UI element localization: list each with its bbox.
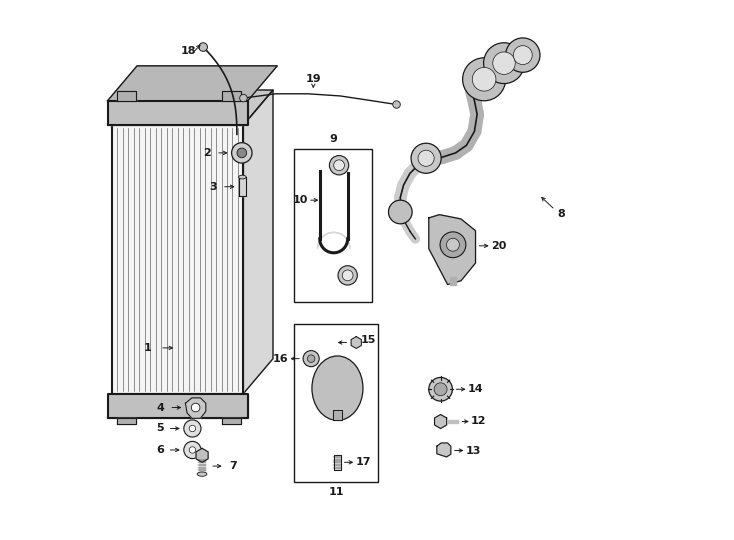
Circle shape	[493, 52, 515, 75]
Circle shape	[411, 143, 441, 173]
Text: 16: 16	[273, 354, 288, 363]
Ellipse shape	[239, 175, 246, 179]
Text: 4: 4	[157, 402, 164, 413]
Circle shape	[192, 403, 200, 412]
Circle shape	[388, 200, 412, 224]
Polygon shape	[112, 90, 273, 125]
Polygon shape	[351, 336, 361, 348]
Polygon shape	[333, 410, 342, 421]
Polygon shape	[435, 415, 447, 428]
Circle shape	[506, 38, 540, 72]
Text: 20: 20	[491, 241, 506, 251]
Text: 8: 8	[558, 208, 565, 219]
Circle shape	[434, 383, 447, 396]
Text: 2: 2	[203, 148, 211, 158]
Polygon shape	[107, 394, 248, 418]
Polygon shape	[107, 66, 277, 101]
Polygon shape	[334, 455, 341, 470]
Circle shape	[393, 101, 400, 109]
Polygon shape	[186, 398, 206, 419]
Text: 11: 11	[328, 487, 344, 497]
Circle shape	[232, 143, 252, 163]
Polygon shape	[107, 101, 248, 125]
Text: 1: 1	[144, 343, 152, 353]
Text: 19: 19	[305, 75, 321, 84]
Circle shape	[240, 94, 247, 102]
Circle shape	[338, 266, 357, 285]
Polygon shape	[222, 91, 241, 101]
Polygon shape	[429, 215, 476, 285]
Text: 12: 12	[471, 416, 487, 427]
Circle shape	[472, 68, 496, 91]
Circle shape	[308, 355, 315, 362]
Polygon shape	[117, 418, 136, 424]
Polygon shape	[200, 455, 205, 474]
Circle shape	[303, 350, 319, 367]
Circle shape	[440, 232, 466, 258]
Circle shape	[446, 238, 459, 251]
Circle shape	[429, 377, 452, 401]
Circle shape	[462, 58, 506, 101]
Circle shape	[189, 426, 196, 431]
Text: 15: 15	[361, 335, 377, 345]
Polygon shape	[239, 177, 246, 197]
Polygon shape	[196, 448, 208, 462]
Circle shape	[184, 420, 201, 437]
Text: 5: 5	[156, 423, 164, 434]
Polygon shape	[222, 418, 241, 424]
Polygon shape	[117, 91, 136, 101]
Text: 18: 18	[181, 46, 197, 56]
Text: 9: 9	[330, 134, 338, 145]
Ellipse shape	[312, 356, 363, 421]
Circle shape	[342, 270, 353, 281]
Circle shape	[484, 43, 524, 84]
Text: 6: 6	[156, 445, 164, 455]
Bar	[294, 323, 378, 482]
Bar	[294, 149, 372, 302]
Circle shape	[199, 43, 208, 51]
Polygon shape	[244, 90, 273, 394]
Polygon shape	[450, 277, 456, 285]
Text: 10: 10	[293, 195, 308, 205]
Text: 13: 13	[465, 446, 481, 456]
Polygon shape	[437, 443, 451, 457]
Polygon shape	[448, 420, 458, 423]
Circle shape	[418, 150, 434, 166]
Circle shape	[513, 46, 532, 65]
Polygon shape	[112, 125, 244, 394]
Circle shape	[330, 156, 349, 175]
Circle shape	[184, 441, 201, 458]
Circle shape	[237, 148, 247, 158]
Text: 14: 14	[468, 384, 483, 394]
Text: 3: 3	[209, 182, 217, 192]
Circle shape	[189, 447, 196, 453]
Text: 17: 17	[355, 457, 371, 467]
Polygon shape	[318, 232, 350, 248]
Ellipse shape	[197, 472, 207, 476]
Circle shape	[334, 160, 344, 171]
Text: 7: 7	[229, 461, 237, 471]
